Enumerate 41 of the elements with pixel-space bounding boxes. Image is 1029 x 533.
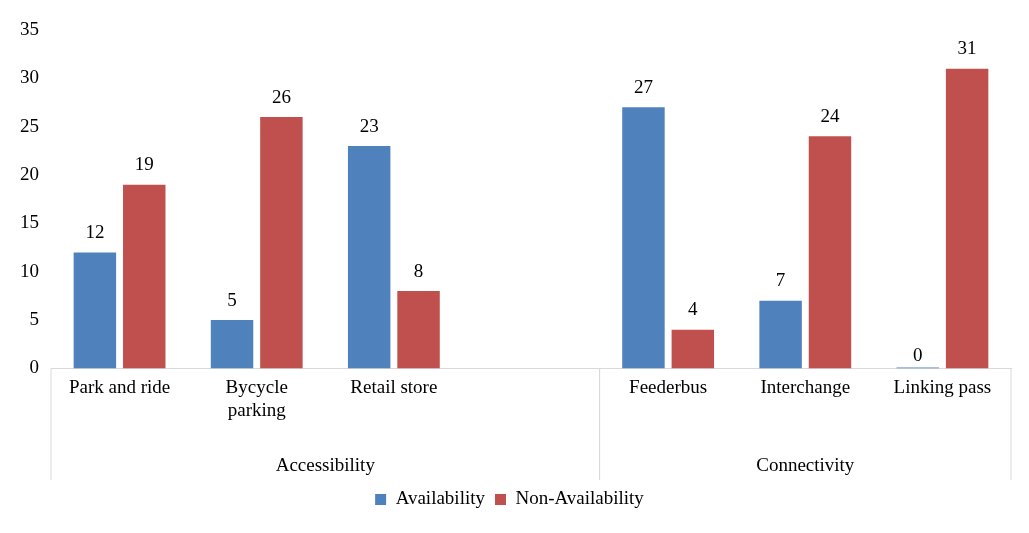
data-label: 4	[688, 298, 699, 320]
data-label: 31	[957, 37, 977, 59]
text: Connectivity	[756, 454, 855, 476]
legend-label: Availability	[395, 487, 486, 509]
data-label: 23	[359, 114, 379, 136]
bar	[347, 146, 391, 369]
bar	[210, 320, 254, 369]
bar	[759, 300, 802, 369]
bar	[622, 107, 665, 369]
data-label: 5	[227, 288, 237, 310]
bar	[808, 136, 852, 369]
bar	[397, 291, 440, 369]
y-tick-label: 25	[20, 114, 39, 136]
x-tick-label: Retail store	[350, 375, 438, 397]
y-tick-label: 5	[29, 308, 39, 330]
data-label: 7	[775, 269, 786, 291]
data-label: 19	[134, 153, 154, 175]
text: Accessibility	[275, 454, 376, 476]
bar	[671, 329, 715, 369]
y-tick-label: 0	[29, 356, 39, 378]
y-tick-label: 15	[20, 211, 39, 233]
data-label: 27	[633, 75, 653, 97]
data-label: 12	[85, 220, 105, 242]
y-tick-label: 30	[20, 66, 39, 88]
x-tick-label: Park and ride	[68, 375, 171, 397]
bar	[123, 184, 166, 369]
data-label: 24	[820, 104, 840, 126]
data-label: 26	[271, 85, 291, 107]
x-tick-label: Interchange	[760, 375, 851, 397]
data-label: 8	[413, 259, 424, 281]
x-tick-label: Linking pass	[893, 375, 992, 397]
y-tick-label: 10	[20, 259, 39, 281]
bar	[945, 68, 989, 369]
y-tick-label: 35	[20, 17, 39, 39]
legend-label: Non-Availability	[515, 487, 645, 509]
x-tick-label: Bycycle parking	[225, 375, 288, 420]
bar	[73, 252, 117, 369]
y-tick-label: 20	[20, 163, 39, 185]
x-tick-label: Feederbus	[629, 375, 708, 397]
data-label: 0	[912, 343, 923, 365]
bar	[260, 117, 303, 369]
